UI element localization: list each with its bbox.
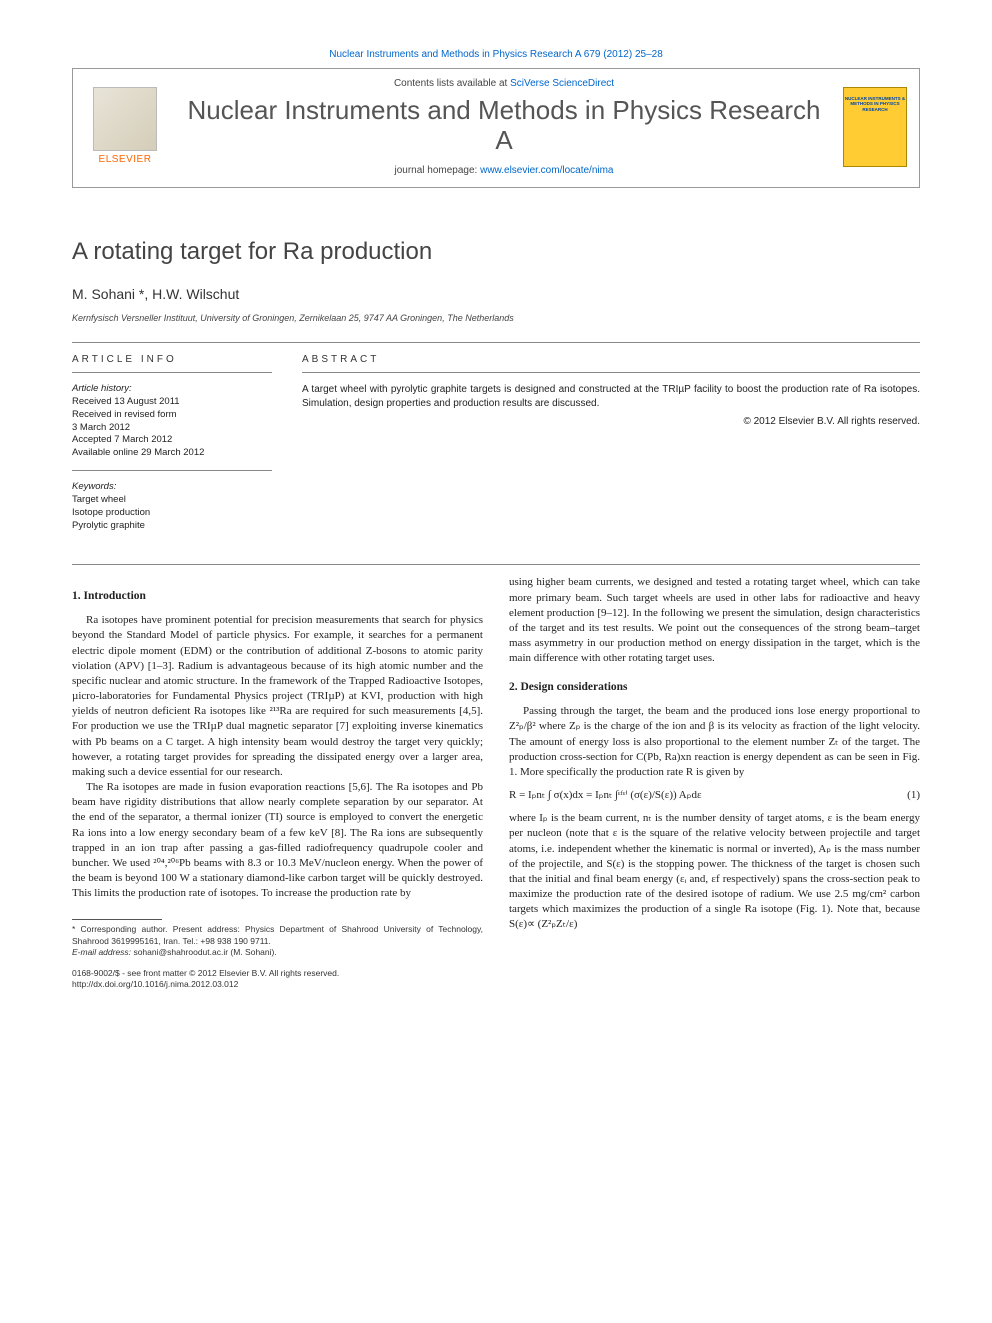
equation-number: (1) [899, 788, 920, 803]
divider-body [72, 564, 920, 565]
divider-info-2 [72, 470, 272, 471]
affiliation: Kernfysisch Versneller Instituut, Univer… [72, 312, 920, 324]
publisher-name: ELSEVIER [99, 153, 152, 167]
keyword: Isotope production [72, 507, 272, 520]
keyword: Pyrolytic graphite [72, 520, 272, 533]
history-line: Received in revised form [72, 409, 272, 422]
history-line: Available online 29 March 2012 [72, 447, 272, 460]
corresponding-author-note: * Corresponding author. Present address:… [72, 924, 483, 946]
journal-header-box: ELSEVIER Contents lists available at Sci… [72, 68, 920, 189]
email-line: E-mail address: sohani@shahroodut.ac.ir … [72, 947, 483, 958]
keyword: Target wheel [72, 494, 272, 507]
doi-line: http://dx.doi.org/10.1016/j.nima.2012.03… [72, 979, 483, 991]
body-two-column: 1. Introduction Ra isotopes have promine… [72, 575, 920, 991]
history-line: Accepted 7 March 2012 [72, 434, 272, 447]
homepage-link[interactable]: www.elsevier.com/locate/nima [480, 165, 613, 176]
publisher-block: ELSEVIER [85, 87, 165, 167]
contents-available-line: Contents lists available at SciVerse Sci… [177, 77, 831, 91]
elsevier-tree-icon [93, 87, 157, 151]
paper-title: A rotating target for Ra production [72, 236, 920, 268]
keywords-block: Keywords: Target wheel Isotope productio… [72, 481, 272, 532]
email-label: E-mail address: [72, 947, 131, 957]
body-paragraph: Passing through the target, the beam and… [509, 704, 920, 780]
footer-meta: 0168-9002/$ - see front matter © 2012 El… [72, 968, 483, 991]
divider-info-1 [72, 372, 272, 373]
body-paragraph: where Iₚ is the beam current, nₜ is the … [509, 811, 920, 932]
body-paragraph: Ra isotopes have prominent potential for… [72, 613, 483, 780]
history-line: 3 March 2012 [72, 422, 272, 435]
history-label: Article history: [72, 383, 272, 396]
abstract-column: ABSTRACT A target wheel with pyrolytic g… [302, 353, 920, 543]
journal-title: Nuclear Instruments and Methods in Physi… [177, 96, 831, 156]
cover-text: NUCLEAR INSTRUMENTS & METHODS IN PHYSICS… [844, 96, 906, 112]
info-abstract-row: ARTICLE INFO Article history: Received 1… [72, 353, 920, 543]
footnote-separator [72, 919, 162, 920]
homepage-pre: journal homepage: [394, 165, 480, 176]
keywords-label: Keywords: [72, 481, 272, 494]
journal-citation-line: Nuclear Instruments and Methods in Physi… [72, 48, 920, 62]
article-info-heading: ARTICLE INFO [72, 353, 272, 367]
contents-pre: Contents lists available at [394, 78, 510, 89]
section-1-heading: 1. Introduction [72, 589, 483, 605]
divider-top [72, 342, 920, 343]
article-history-block: Article history: Received 13 August 2011… [72, 383, 272, 460]
footnotes-block: * Corresponding author. Present address:… [72, 924, 483, 957]
abstract-copyright: © 2012 Elsevier B.V. All rights reserved… [302, 415, 920, 429]
abstract-heading: ABSTRACT [302, 353, 920, 367]
section-2-heading: 2. Design considerations [509, 680, 920, 696]
journal-cover-thumbnail: NUCLEAR INSTRUMENTS & METHODS IN PHYSICS… [843, 87, 907, 167]
history-line: Received 13 August 2011 [72, 396, 272, 409]
issn-line: 0168-9002/$ - see front matter © 2012 El… [72, 968, 483, 980]
author-list: M. Sohani *, H.W. Wilschut [72, 285, 920, 304]
email-address: sohani@shahroodut.ac.ir (M. Sohani). [133, 947, 276, 957]
body-paragraph: The Ra isotopes are made in fusion evapo… [72, 780, 483, 901]
homepage-line: journal homepage: www.elsevier.com/locat… [177, 164, 831, 178]
divider-abstract [302, 372, 920, 373]
abstract-text: A target wheel with pyrolytic graphite t… [302, 383, 920, 411]
equation-1: R = Iₚnₜ ∫ σ(x)dx = Iₚnₜ ∫ᵋᶠᵋⁱ (σ(ε)/S(ε… [509, 788, 920, 803]
equation-body: R = Iₚnₜ ∫ σ(x)dx = Iₚnₜ ∫ᵋᶠᵋⁱ (σ(ε)/S(ε… [509, 788, 702, 803]
body-paragraph: using higher beam currents, we designed … [509, 575, 920, 666]
header-center: Contents lists available at SciVerse Sci… [177, 77, 831, 178]
sciencedirect-link[interactable]: SciVerse ScienceDirect [510, 78, 614, 89]
article-info-column: ARTICLE INFO Article history: Received 1… [72, 353, 272, 543]
